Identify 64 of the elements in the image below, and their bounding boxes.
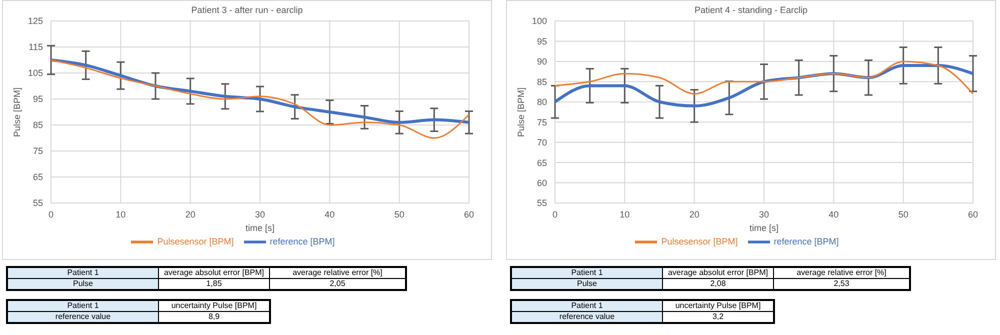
x-tick-label: 0 — [48, 209, 54, 220]
text: 2,08 — [662, 278, 774, 290]
text: Pulse — [511, 278, 662, 290]
x-tick-label: 60 — [464, 209, 474, 220]
chart-title: Patient 3 - after run - earclip — [190, 5, 304, 15]
y-tick-label: 75 — [536, 117, 547, 128]
text: reference value — [7, 312, 158, 323]
text: average relative error [%] — [270, 267, 406, 278]
text: Patient 1 — [7, 267, 158, 278]
text: 8,9 — [158, 312, 270, 323]
y-tick-label: 125 — [28, 16, 43, 26]
y-tick-label: 55 — [32, 198, 43, 208]
y-axis-title: Pulse [BPM] — [516, 87, 526, 137]
y-tick-label: 75 — [32, 146, 43, 156]
legend-label: Pulsesensor [BPM] — [157, 236, 234, 246]
text: 2,05 — [270, 278, 406, 290]
y-tick-label: 85 — [536, 76, 547, 87]
x-tick-label: 50 — [898, 209, 908, 220]
legend-label: Pulsesensor [BPM] — [661, 236, 738, 246]
text: Patient 1 — [7, 300, 158, 312]
y-tick-label: 65 — [536, 158, 547, 168]
text: uncertainty Pulse [BPM] — [158, 300, 270, 312]
legend-label: reference [BPM] — [774, 236, 839, 246]
text: average absolut error [BPM] — [662, 267, 774, 278]
y-tick-label: 60 — [536, 178, 547, 188]
text: average absolut error [BPM] — [158, 267, 270, 278]
chart-title: Patient 4 - standing - Earclip — [693, 5, 809, 15]
text: Patient 1 — [511, 267, 662, 278]
text: Pulse — [7, 278, 158, 290]
y-tick-label: 100 — [532, 16, 547, 26]
y-tick-label: 105 — [28, 68, 43, 78]
x-axis-title: time [s] — [749, 223, 779, 233]
y-axis-title: Pulse [BPM] — [12, 87, 22, 137]
line-series — [555, 60, 973, 95]
y-tick-label: 115 — [28, 42, 43, 52]
x-tick-label: 0 — [552, 209, 558, 220]
text: average relative error [%] — [774, 267, 910, 278]
text: reference value — [511, 312, 662, 323]
x-tick-label: 20 — [185, 209, 196, 220]
y-tick-label: 70 — [536, 138, 547, 148]
y-tick-label: 80 — [536, 97, 547, 108]
x-tick-label: 30 — [254, 209, 266, 220]
y-tick-label: 95 — [32, 94, 43, 104]
x-tick-label: 60 — [968, 209, 978, 220]
y-tick-label: 85 — [32, 120, 43, 130]
y-tick-label: 65 — [32, 172, 43, 182]
y-tick-label: 90 — [536, 56, 547, 67]
y-tick-label: 55 — [536, 198, 547, 208]
text: 2,53 — [774, 278, 910, 290]
x-tick-label: 50 — [394, 209, 404, 220]
x-tick-label: 20 — [689, 209, 700, 220]
y-tick-label: 95 — [536, 36, 547, 46]
line-series — [51, 59, 469, 139]
x-tick-label: 10 — [116, 209, 126, 220]
text: uncertainty Pulse [BPM] — [662, 300, 774, 312]
x-tick-label: 40 — [828, 209, 839, 220]
text: Patient 1 — [511, 300, 662, 312]
text: 1,85 — [158, 278, 270, 290]
x-tick-label: 30 — [758, 209, 770, 220]
legend-label: reference [BPM] — [270, 236, 335, 246]
x-axis-title: time [s] — [245, 223, 275, 233]
x-tick-label: 10 — [620, 209, 630, 220]
x-tick-label: 40 — [324, 209, 335, 220]
text: 3,2 — [662, 312, 774, 323]
